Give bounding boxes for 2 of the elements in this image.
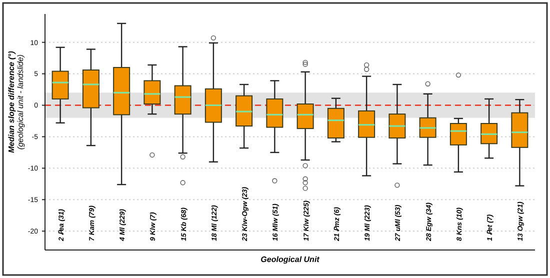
y-axis-title: Median slope difference (°) (geological unit - landslide) [7, 50, 25, 153]
x-axis-title: Geological Unit [260, 255, 320, 264]
